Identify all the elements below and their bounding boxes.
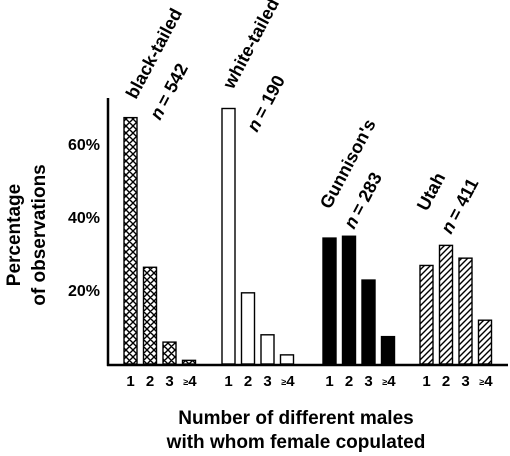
x-tick-label: 2 [345, 373, 353, 390]
bar [458, 257, 473, 365]
y-tick-label: 20% [68, 283, 100, 300]
group-label-utah: Utah [413, 169, 449, 214]
y-tick-label: 40% [68, 210, 100, 227]
bar [380, 335, 396, 365]
x-tick-label: 1 [422, 373, 430, 390]
bar [142, 266, 158, 365]
bar [341, 235, 357, 365]
x-axis-title-line2: with whom female copulated [166, 432, 426, 453]
x-tick-label: 2 [244, 373, 252, 390]
x-tick-label: ≥4 [382, 373, 396, 390]
x-tick-label: ≥4 [281, 373, 295, 390]
y-axis-title-line1: Percentage [4, 184, 25, 286]
x-tick-label: ≥4 [479, 373, 493, 390]
bar [322, 237, 337, 365]
x-axis-title-line1: Number of different males [178, 408, 413, 429]
x-tick-label: 3 [461, 373, 469, 390]
bar [477, 319, 493, 365]
x-tick-label: 2 [146, 373, 154, 390]
bar [240, 292, 256, 365]
x-tick-label: ≥4 [183, 373, 197, 390]
bars-layer [123, 107, 493, 365]
y-tick-label: 60% [68, 137, 100, 154]
x-tick-label: 3 [263, 373, 271, 390]
x-tick-label: 1 [126, 373, 134, 390]
x-tick-label: 2 [442, 373, 450, 390]
y-axis-title-line2: of observations [29, 164, 50, 305]
x-tick-label: 3 [364, 373, 372, 390]
bar [221, 107, 236, 365]
bar [279, 354, 295, 365]
x-tick-label: 1 [325, 373, 333, 390]
bar [162, 341, 177, 365]
x-tick-labels-layer: 1 2 3 ≥4 1 2 3 ≥4 1 2 3 ≥4 1 2 3 ≥4 [126, 373, 493, 390]
x-tick-label: 1 [224, 373, 232, 390]
bar [419, 264, 434, 365]
bar [123, 116, 138, 365]
bar [361, 279, 376, 365]
bar [260, 334, 275, 365]
bar [181, 359, 197, 365]
bar [438, 244, 454, 365]
x-tick-label: 3 [165, 373, 173, 390]
sample-size-white-tailed: n= 190 [243, 72, 289, 135]
